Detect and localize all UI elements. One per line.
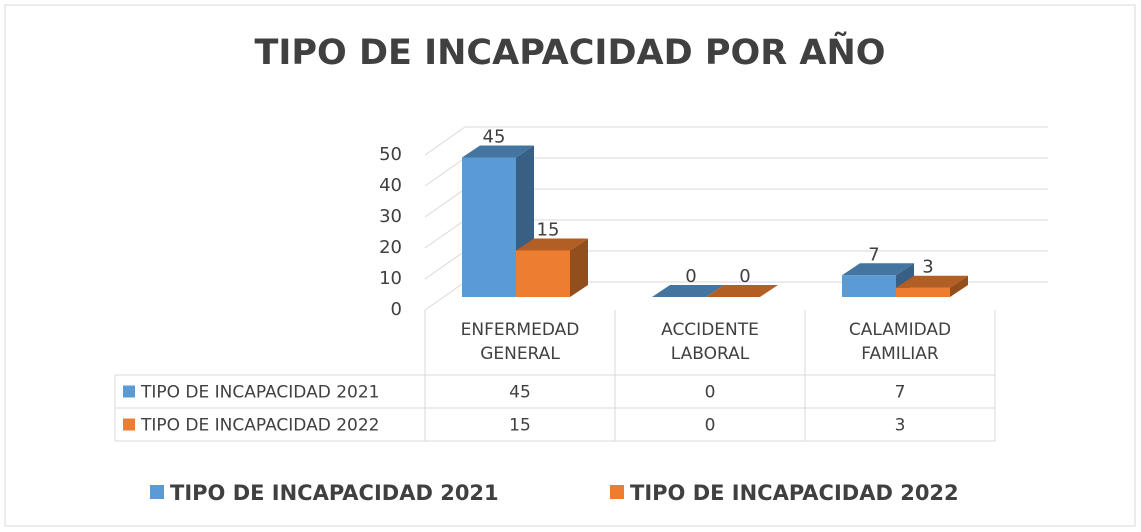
y-tick-label: 50 [379, 144, 402, 165]
table-cell: 15 [509, 416, 531, 436]
y-tick-label: 10 [379, 268, 402, 289]
x-tick-label: ACCIDENTE LABORAL [661, 320, 759, 364]
category-cell: ACCIDENTE LABORAL [661, 320, 759, 364]
data-label: 0 [685, 266, 696, 287]
legend-label: TIPO DE INCAPACIDAD 2022 [630, 481, 959, 505]
table-legend-key [123, 385, 135, 398]
table-series-name: TIPO DE INCAPACIDAD 2021 [140, 383, 379, 403]
data-label: 7 [868, 244, 879, 265]
bar [896, 287, 950, 297]
y-tick-label: 40 [379, 175, 402, 196]
legend-key [610, 485, 624, 499]
table-cell: 3 [895, 416, 906, 436]
data-label: 3 [922, 257, 933, 278]
bar-top [706, 285, 778, 297]
data-label: 0 [739, 266, 750, 287]
category-cell: ENFERMEDAD GENERAL [460, 320, 580, 364]
grid-line [424, 126, 1048, 156]
bar-side [570, 238, 588, 297]
table-cell: 45 [509, 383, 531, 403]
chart-title: TIPO DE INCAPACIDAD POR AÑO [254, 31, 885, 73]
bar-top [896, 275, 968, 288]
y-tick-label: 0 [391, 299, 402, 320]
table-cell: 0 [705, 416, 716, 436]
data-label: 45 [483, 127, 506, 148]
x-tick-label: CALAMIDAD FAMILIAR [848, 320, 952, 364]
data-label: 15 [537, 220, 560, 241]
table-series-name: TIPO DE INCAPACIDAD 2022 [140, 416, 379, 436]
y-tick-label: 30 [379, 206, 402, 227]
table-legend-key [123, 418, 135, 431]
legend-label: TIPO DE INCAPACIDAD 2021 [170, 481, 499, 505]
bar-top [842, 263, 914, 276]
bar [842, 275, 896, 297]
legend-key [150, 485, 164, 499]
table-cell: 0 [705, 383, 716, 403]
bar [516, 250, 570, 297]
table-cell: 7 [895, 383, 906, 403]
category-cell: CALAMIDAD FAMILIAR [848, 320, 952, 364]
bar-side [950, 275, 968, 297]
bar [462, 157, 516, 297]
bar-top [462, 145, 534, 158]
y-tick-label: 20 [379, 237, 402, 258]
bar-top [652, 285, 724, 297]
bar-top [516, 238, 588, 251]
x-tick-label: ENFERMEDAD GENERAL [460, 320, 580, 364]
